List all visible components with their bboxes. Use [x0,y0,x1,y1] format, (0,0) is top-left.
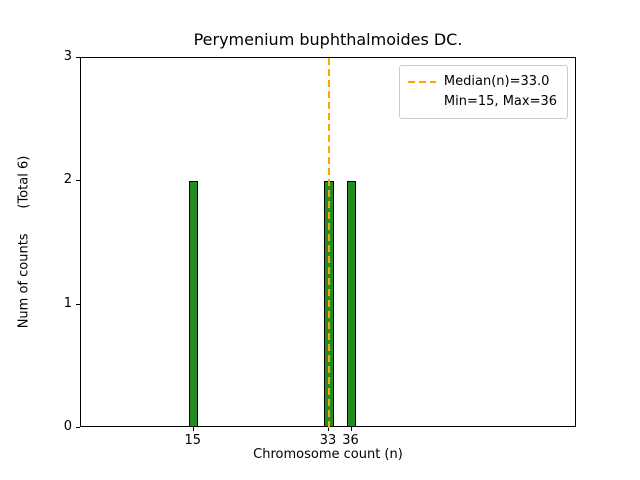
x-tick-mark [350,427,352,431]
x-tick-mark [192,427,194,431]
y-tick-mark [76,303,80,305]
x-tick-mark [328,427,329,431]
legend-row-minmax: Min=15, Max=36 [408,92,557,112]
legend-label-median: Median(n)=33.0 [443,74,550,89]
x-axis-label: Chromosome count (n) [253,447,403,462]
y-tick-mark [76,427,80,428]
median-line-legend-sample [407,81,436,84]
y-tick-label-3: 3 [63,49,72,64]
bar-36 [346,181,357,427]
x-tick-label-36: 36 [342,433,359,448]
y-tick-label-0: 0 [63,419,72,434]
legend-row-median: Median(n)=33.0 [407,72,557,92]
legend-empty-sample [408,101,436,103]
x-tick-label-15: 15 [184,433,201,448]
y-tick-label-1: 1 [63,295,72,311]
bar-15 [188,181,199,427]
y-tick-mark [76,57,80,58]
y-tick-mark [76,180,80,182]
legend: Median(n)=33.0 Min=15, Max=36 [398,65,568,120]
median-line [328,58,330,428]
chart-title: Perymenium buphthalmoides DC. [193,30,463,49]
y-tick-label-2: 2 [63,172,72,188]
plot-area: Median(n)=33.0 Min=15, Max=36 [80,57,576,428]
x-tick-label-33: 33 [319,433,337,448]
legend-label-minmax: Min=15, Max=36 [443,94,557,110]
